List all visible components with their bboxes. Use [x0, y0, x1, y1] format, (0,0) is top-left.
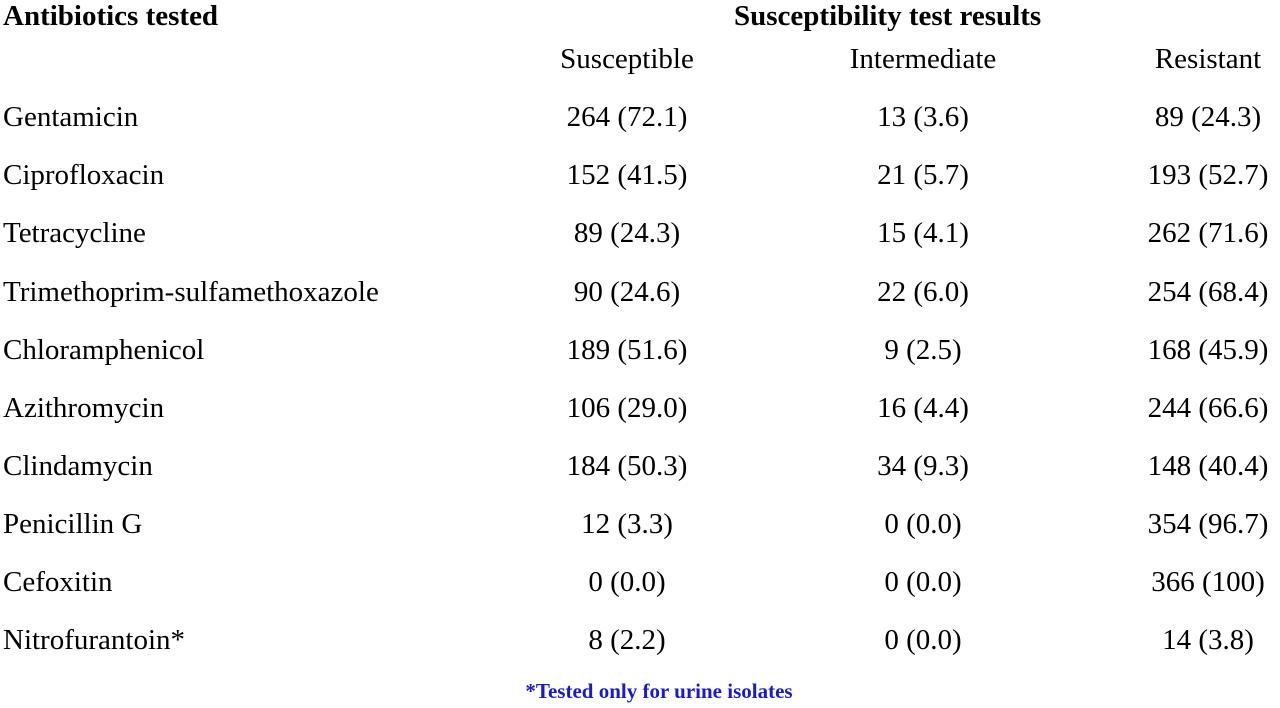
intermediate-value: 0 (0.0): [884, 566, 962, 598]
susceptible-value: 8 (2.2): [588, 624, 666, 656]
susceptible-value: 12 (3.3): [581, 508, 673, 540]
table-row: Nitrofurantoin* 8 (2.2) 0 (0.0) 14 (3.8): [0, 624, 1280, 682]
resistant-value: 366 (100): [1151, 566, 1265, 598]
intermediate-value: 16 (4.4): [877, 392, 969, 424]
footnote: *Tested only for urine isolates: [525, 679, 793, 703]
susceptible-value: 106 (29.0): [566, 392, 688, 424]
antibiotic-name: Tetracycline: [3, 217, 146, 249]
resistant-value: 193 (52.7): [1147, 159, 1269, 191]
antibiotic-name: Penicillin G: [3, 508, 143, 540]
intermediate-value: 0 (0.0): [884, 508, 962, 540]
column-header-intermediate: Intermediate: [849, 43, 997, 75]
antibiotic-name: Ciprofloxacin: [3, 159, 165, 191]
table-row: Cefoxitin 0 (0.0) 0 (0.0) 366 (100): [0, 566, 1280, 624]
intermediate-value: 9 (2.5): [884, 334, 962, 366]
table-row: Trimethoprim-sulfamethoxazole 90 (24.6) …: [0, 276, 1280, 334]
susceptible-value: 184 (50.3): [566, 450, 688, 482]
resistant-value: 168 (45.9): [1147, 334, 1269, 366]
susceptible-value: 264 (72.1): [566, 101, 688, 133]
intermediate-value: 21 (5.7): [877, 159, 969, 191]
susceptible-value: 90 (24.6): [573, 276, 681, 308]
antibiotic-name: Clindamycin: [3, 450, 153, 482]
intermediate-value: 0 (0.0): [884, 624, 962, 656]
intermediate-value: 22 (6.0): [877, 276, 969, 308]
susceptible-value: 0 (0.0): [588, 566, 666, 598]
antibiotic-name: Cefoxitin: [3, 566, 113, 598]
resistant-value: 89 (24.3): [1154, 101, 1262, 133]
antibiotic-name: Trimethoprim-sulfamethoxazole: [3, 276, 379, 308]
table-row: Tetracycline 89 (24.3) 15 (4.1) 262 (71.…: [0, 217, 1280, 275]
intermediate-value: 13 (3.6): [877, 101, 969, 133]
table-row: Clindamycin 184 (50.3) 34 (9.3) 148 (40.…: [0, 450, 1280, 508]
table-row: Ciprofloxacin 152 (41.5) 21 (5.7) 193 (5…: [0, 159, 1280, 217]
antibiotic-name: Nitrofurantoin*: [3, 624, 186, 656]
resistant-value: 14 (3.8): [1162, 624, 1254, 656]
antibiotic-name: Azithromycin: [3, 392, 165, 424]
antibiotic-name: Chloramphenicol: [3, 334, 205, 366]
antibiotic-name: Gentamicin: [3, 101, 139, 133]
resistant-value: 244 (66.6): [1147, 392, 1269, 424]
column-header-resistant: Resistant: [1154, 43, 1262, 75]
table-row: Chloramphenicol 189 (51.6) 9 (2.5) 168 (…: [0, 334, 1280, 392]
intermediate-value: 15 (4.1): [877, 217, 969, 249]
column-header-susceptible: Susceptible: [560, 43, 694, 75]
header-susceptibility-results: Susceptibility test results: [734, 0, 1042, 32]
intermediate-value: 34 (9.3): [877, 450, 969, 482]
table-row: Penicillin G 12 (3.3) 0 (0.0) 354 (96.7): [0, 508, 1280, 566]
susceptible-value: 152 (41.5): [566, 159, 688, 191]
table-row: Azithromycin 106 (29.0) 16 (4.4) 244 (66…: [0, 392, 1280, 450]
table-row: Gentamicin 264 (72.1) 13 (3.6) 89 (24.3): [0, 101, 1280, 159]
susceptible-value: 189 (51.6): [566, 334, 688, 366]
resistant-value: 262 (71.6): [1147, 217, 1269, 249]
resistant-value: 148 (40.4): [1147, 450, 1269, 482]
resistant-value: 254 (68.4): [1147, 276, 1269, 308]
susceptible-value: 89 (24.3): [573, 217, 681, 249]
resistant-value: 354 (96.7): [1147, 508, 1269, 540]
header-antibiotics-tested: Antibiotics tested: [3, 0, 219, 32]
